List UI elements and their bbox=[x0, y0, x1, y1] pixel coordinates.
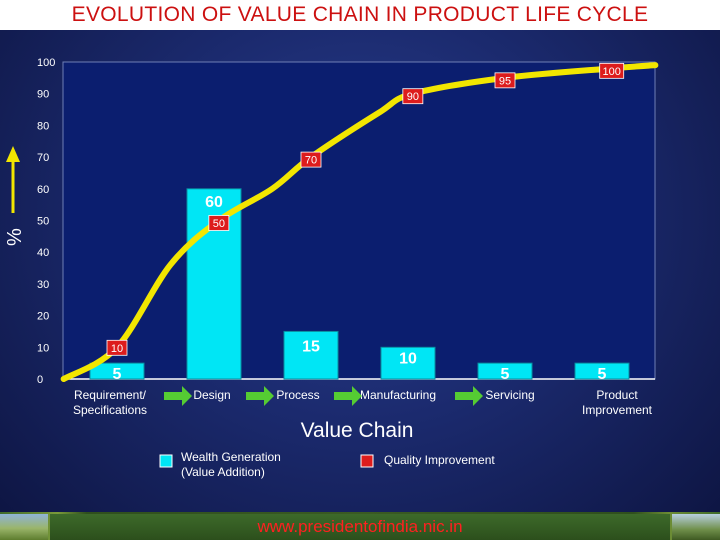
category-label-3-line-0: Manufacturing bbox=[360, 388, 436, 402]
footer-landscape-image-left bbox=[0, 514, 48, 540]
flow-arrow-1 bbox=[246, 386, 274, 406]
y-tick-label-100: 100 bbox=[37, 57, 55, 69]
category-label-0-line-0: Requirement/ bbox=[74, 388, 147, 402]
category-label-5: Product Improvement bbox=[582, 388, 653, 417]
legend-group: Wealth Generation(Value Addition) Quality… bbox=[159, 450, 495, 479]
curve-box-7 bbox=[402, 88, 424, 105]
y-tick-label-90: 90 bbox=[37, 89, 49, 101]
legend-swatch-wealth bbox=[159, 454, 173, 468]
category-label-1-line-0: Design bbox=[193, 388, 230, 402]
flow-arrow-3 bbox=[455, 386, 483, 406]
legend-label-wealth: Wealth Generation bbox=[181, 450, 281, 464]
y-tick-label-80: 80 bbox=[37, 120, 49, 132]
bar-label-4: 5 bbox=[501, 366, 510, 383]
category-label-0: Requirement/Specifications bbox=[73, 388, 147, 417]
category-label-3: Manufacturing bbox=[360, 388, 436, 402]
y-tick-label-70: 70 bbox=[37, 152, 49, 164]
curve-box-label-3: 50 bbox=[213, 218, 225, 230]
curve-box-label-9: 100 bbox=[603, 66, 621, 78]
footer-url-link[interactable]: www.presidentofindia.nic.in bbox=[257, 517, 463, 536]
category-label-2: Process bbox=[276, 388, 319, 402]
y-tick-label-20: 20 bbox=[37, 311, 49, 323]
bar-5 bbox=[574, 362, 630, 380]
legend-swatch-quality bbox=[360, 454, 374, 468]
category-label-5-line-1: Improvement bbox=[582, 403, 653, 417]
bar-label-3: 10 bbox=[399, 350, 417, 367]
bar-label-2: 15 bbox=[302, 338, 320, 355]
category-label-0-line-1: Specifications bbox=[73, 403, 147, 417]
bar-3 bbox=[380, 346, 436, 380]
bar-label-0: 5 bbox=[113, 366, 122, 383]
y-tick-label-10: 10 bbox=[37, 342, 49, 354]
y-axis-title: % bbox=[4, 228, 26, 246]
bar-label-1: 60 bbox=[205, 194, 223, 211]
flow-arrow-2 bbox=[334, 386, 362, 406]
bar-2 bbox=[283, 330, 339, 380]
curve-box-9 bbox=[599, 62, 625, 79]
bar-4 bbox=[477, 362, 533, 380]
bar-0 bbox=[89, 362, 145, 380]
y-tick-label-40: 40 bbox=[37, 247, 49, 259]
title-bar: EVOLUTION OF VALUE CHAIN IN PRODUCT LIFE… bbox=[0, 0, 720, 30]
footer-landscape-image-right bbox=[672, 514, 720, 540]
y-tick-label-0: 0 bbox=[37, 374, 43, 386]
curve-box-label-8: 95 bbox=[499, 75, 511, 87]
curve-box-8 bbox=[494, 72, 516, 89]
curve-box-label-7: 90 bbox=[407, 91, 419, 103]
footer-center: www.presidentofindia.nic.in bbox=[50, 514, 670, 540]
flow-arrow-0 bbox=[164, 386, 192, 406]
y-tick-label-30: 30 bbox=[37, 279, 49, 291]
category-label-1: Design bbox=[193, 388, 230, 402]
x-axis-title: Value Chain bbox=[301, 419, 414, 442]
x-axis-group: Requirement/Specifications Design Process M… bbox=[73, 386, 653, 442]
curve-box-3 bbox=[208, 215, 230, 231]
y-tick-label-50: 50 bbox=[37, 216, 49, 228]
value-chain-chart: 0 10 20 30 40 50 60 70 80 90 100% 5 60 15 10 5 5 10 50 70… bbox=[4, 57, 659, 479]
curve-group: 10 50 70 90 95 100 bbox=[60, 62, 659, 382]
category-label-4-line-0: Servicing bbox=[485, 388, 534, 402]
curve-box-label-1: 10 bbox=[111, 343, 123, 355]
curve-box-1 bbox=[106, 339, 128, 356]
category-label-5-line-0: Product bbox=[596, 388, 638, 402]
legend-sublabel-wealth: (Value Addition) bbox=[181, 465, 265, 479]
bar-label-5: 5 bbox=[598, 366, 607, 383]
y-axis-arrow-head bbox=[6, 146, 20, 162]
legend-label-quality: Quality Improvement bbox=[384, 453, 495, 467]
curve-box-5 bbox=[300, 151, 322, 168]
curve-box-label-5: 70 bbox=[305, 155, 317, 167]
category-label-2-line-0: Process bbox=[276, 388, 319, 402]
category-label-4: Servicing bbox=[485, 388, 534, 402]
plot-area bbox=[62, 61, 656, 380]
page-title: EVOLUTION OF VALUE CHAIN IN PRODUCT LIFE… bbox=[71, 3, 649, 26]
y-tick-label-60: 60 bbox=[37, 184, 49, 196]
chart-axes: 0 10 20 30 40 50 60 70 80 90 100% bbox=[4, 57, 656, 386]
